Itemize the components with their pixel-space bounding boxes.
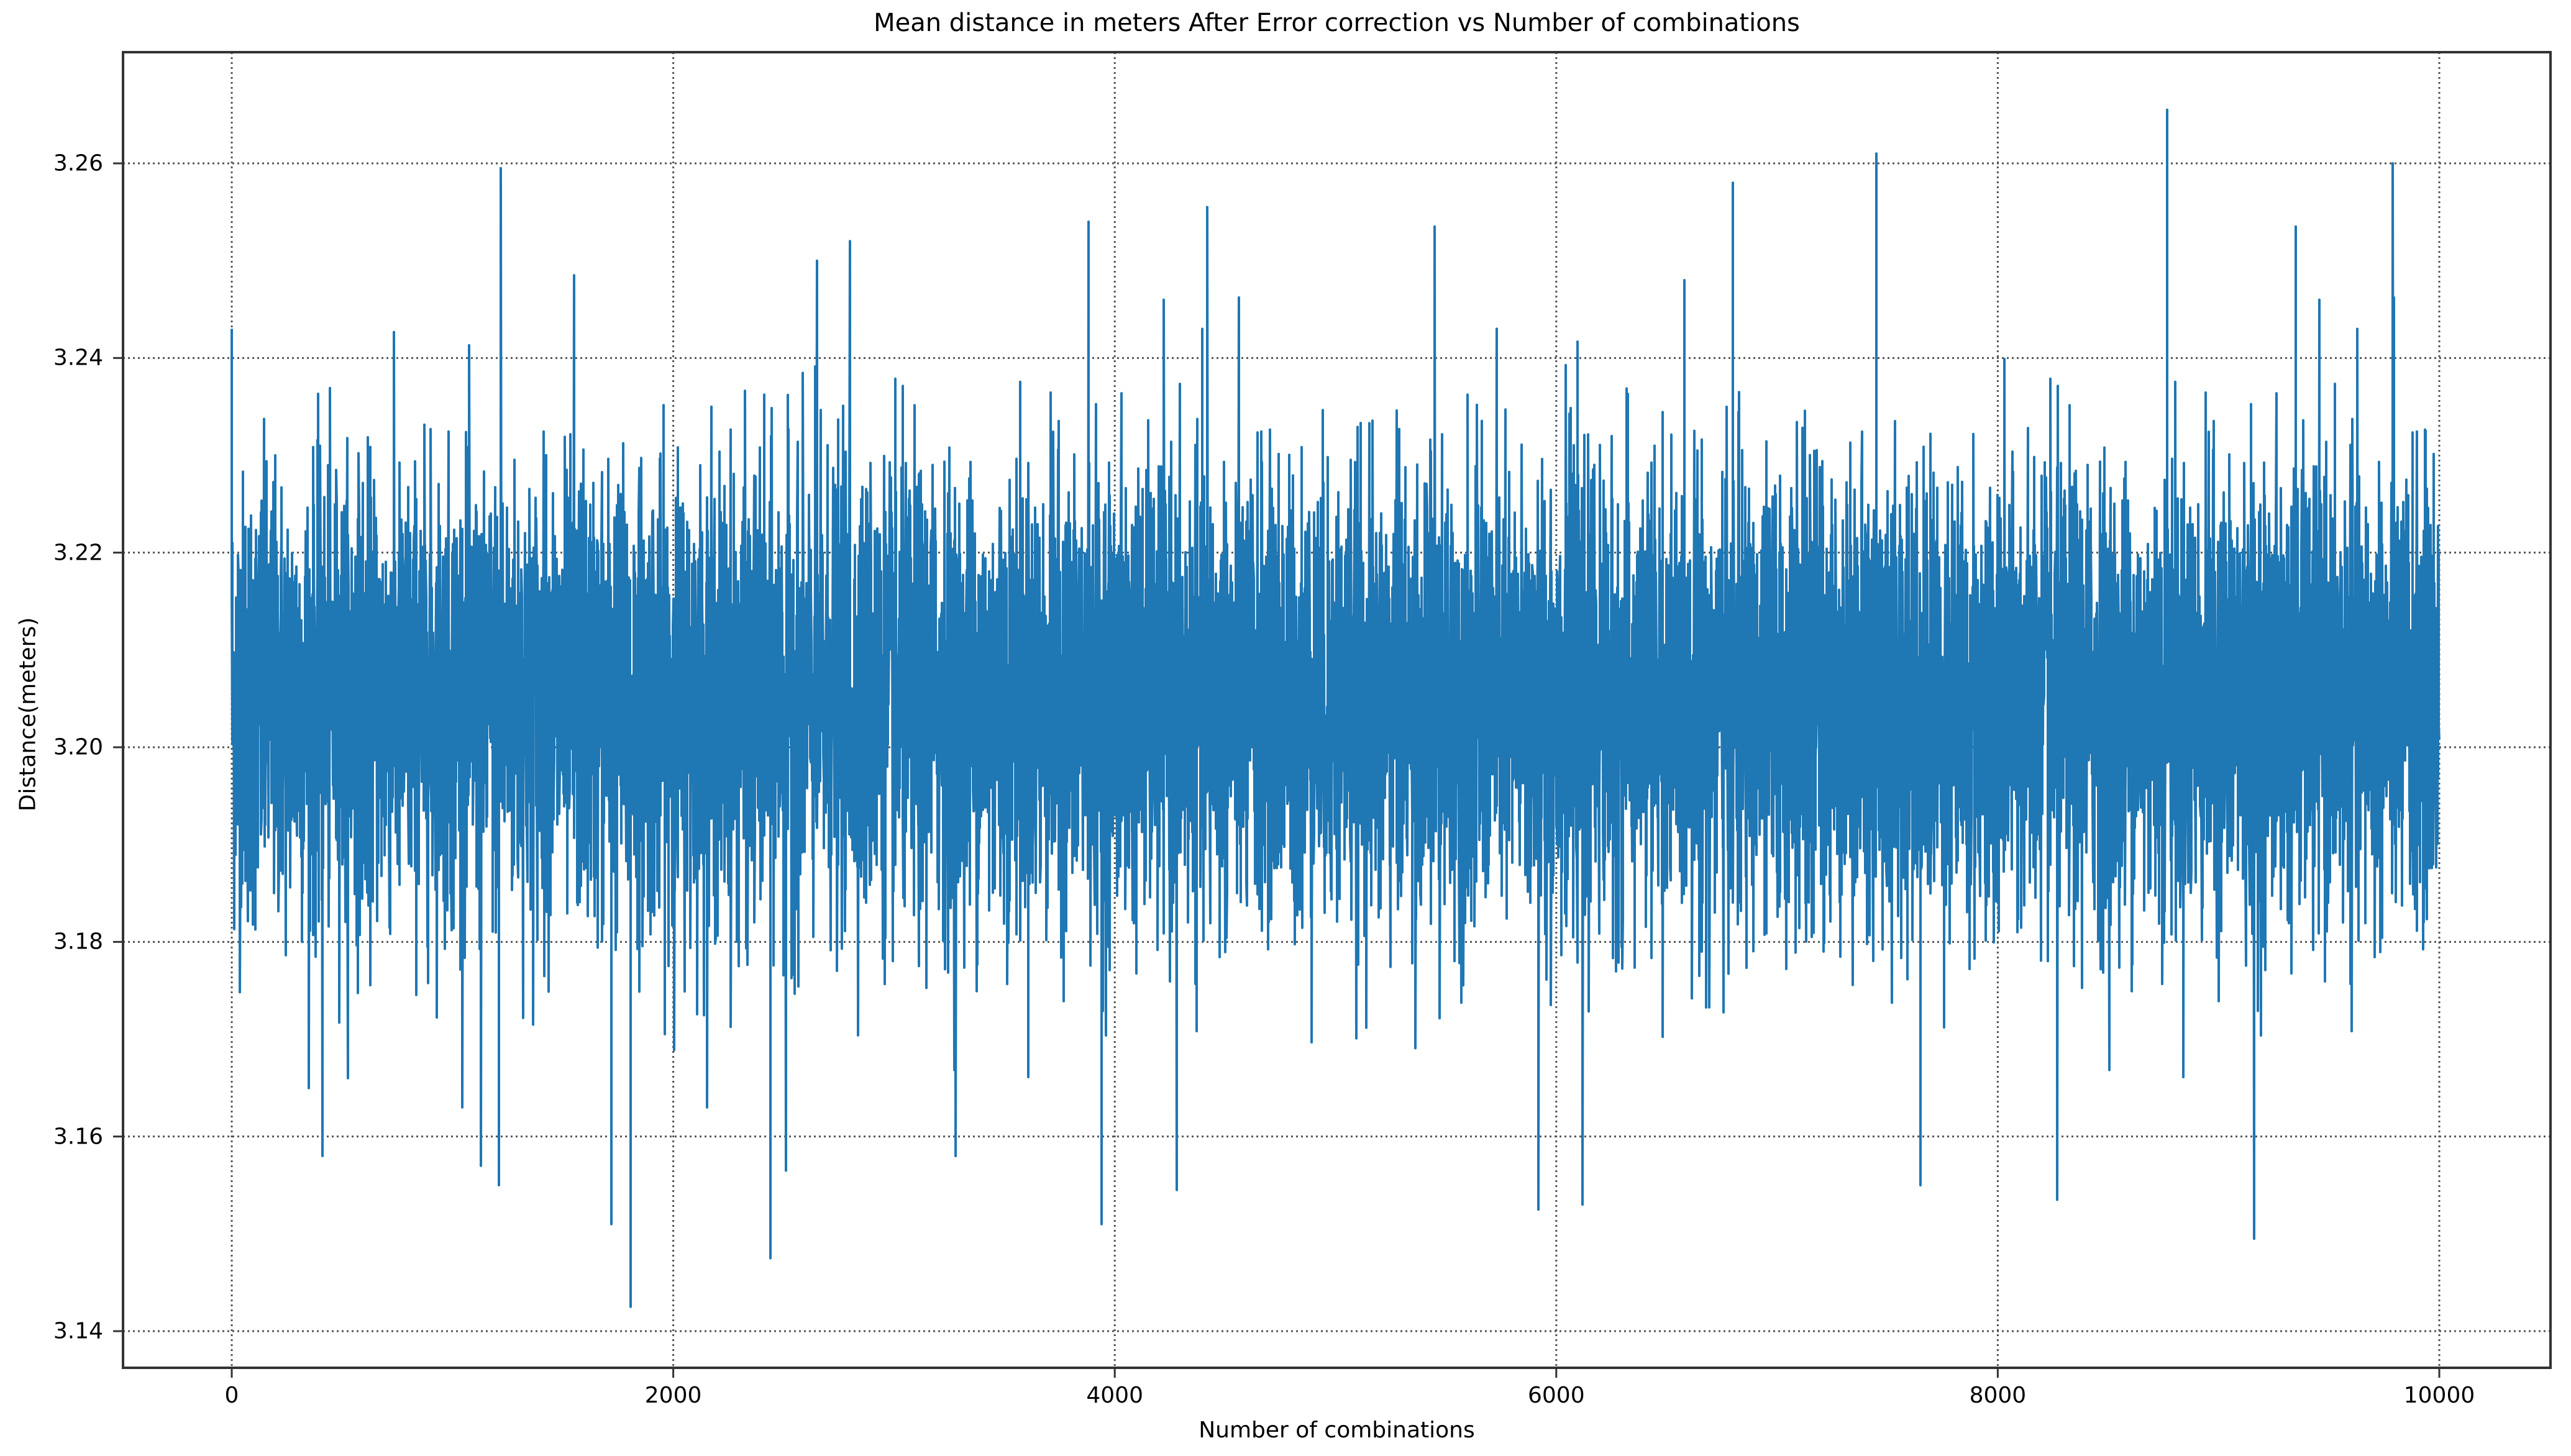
y-tick-label: 3.22 [53, 540, 103, 566]
data-line [231, 108, 2441, 1308]
x-tick-label: 6000 [1527, 1383, 1585, 1408]
x-tick-label: 8000 [1969, 1383, 2027, 1408]
y-tick-label: 3.16 [53, 1124, 103, 1150]
y-tick-label: 3.14 [53, 1318, 103, 1344]
chart-title: Mean distance in meters After Error corr… [874, 9, 1800, 37]
y-tick-label: 3.20 [53, 734, 103, 760]
y-tick-label: 3.26 [53, 150, 103, 176]
y-tick-label: 3.24 [53, 345, 103, 371]
x-tick-label: 0 [224, 1383, 239, 1408]
x-tick-label: 2000 [644, 1383, 702, 1408]
axes-frame [122, 51, 2552, 1369]
y-tick-label: 3.18 [53, 929, 103, 955]
x-tick-label: 10000 [2403, 1383, 2475, 1408]
x-axis-label: Number of combinations [1199, 1417, 1475, 1443]
x-tick-label: 4000 [1086, 1383, 1143, 1408]
y-axis-label: Distance(meters) [15, 617, 41, 812]
